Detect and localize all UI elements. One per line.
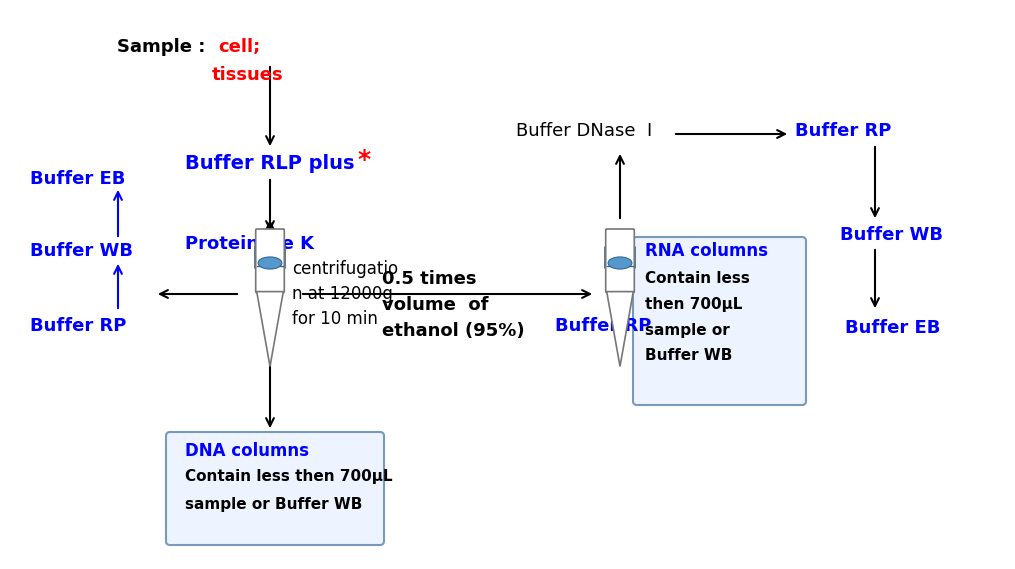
Ellipse shape (608, 257, 632, 269)
Text: Buffer RP: Buffer RP (555, 317, 652, 335)
Text: volume  of: volume of (382, 296, 488, 314)
Text: for 10 min: for 10 min (292, 310, 378, 328)
Text: centrifugatio: centrifugatio (292, 260, 398, 278)
Text: 0.5 times: 0.5 times (382, 270, 476, 288)
Text: Buffer RP: Buffer RP (795, 122, 891, 140)
Text: Buffer WB: Buffer WB (645, 348, 733, 364)
Text: ethanol (95%): ethanol (95%) (382, 322, 525, 340)
Text: *: * (358, 148, 371, 172)
Text: n at 12000g: n at 12000g (292, 285, 393, 303)
Text: RNA columns: RNA columns (645, 242, 768, 260)
Text: tissues: tissues (212, 66, 284, 84)
Text: Buffer WB: Buffer WB (30, 242, 133, 260)
Text: Proteinase K: Proteinase K (185, 235, 314, 253)
Text: Buffer RP: Buffer RP (30, 317, 127, 335)
Polygon shape (607, 291, 633, 366)
Text: Buffer WB: Buffer WB (840, 226, 943, 244)
Text: sample or: sample or (645, 323, 730, 337)
FancyBboxPatch shape (255, 246, 285, 269)
Text: DNA columns: DNA columns (185, 442, 309, 460)
Text: Buffer DNase  I: Buffer DNase I (516, 122, 653, 140)
FancyBboxPatch shape (633, 237, 806, 405)
Polygon shape (257, 291, 283, 366)
FancyBboxPatch shape (605, 246, 635, 269)
FancyBboxPatch shape (166, 432, 384, 545)
Ellipse shape (258, 257, 282, 269)
Text: Contain less: Contain less (645, 270, 750, 286)
Text: Contain less then 700μL: Contain less then 700μL (185, 469, 393, 484)
Text: sample or Buffer WB: sample or Buffer WB (185, 497, 362, 512)
FancyBboxPatch shape (606, 229, 634, 292)
Text: Buffer EB: Buffer EB (30, 170, 126, 188)
Text: Buffer RLP plus: Buffer RLP plus (185, 154, 361, 172)
Text: then 700μL: then 700μL (645, 296, 742, 311)
Text: cell;: cell; (218, 38, 260, 56)
Text: Buffer EB: Buffer EB (845, 319, 940, 337)
FancyBboxPatch shape (256, 229, 284, 292)
Text: Sample :: Sample : (117, 38, 218, 56)
